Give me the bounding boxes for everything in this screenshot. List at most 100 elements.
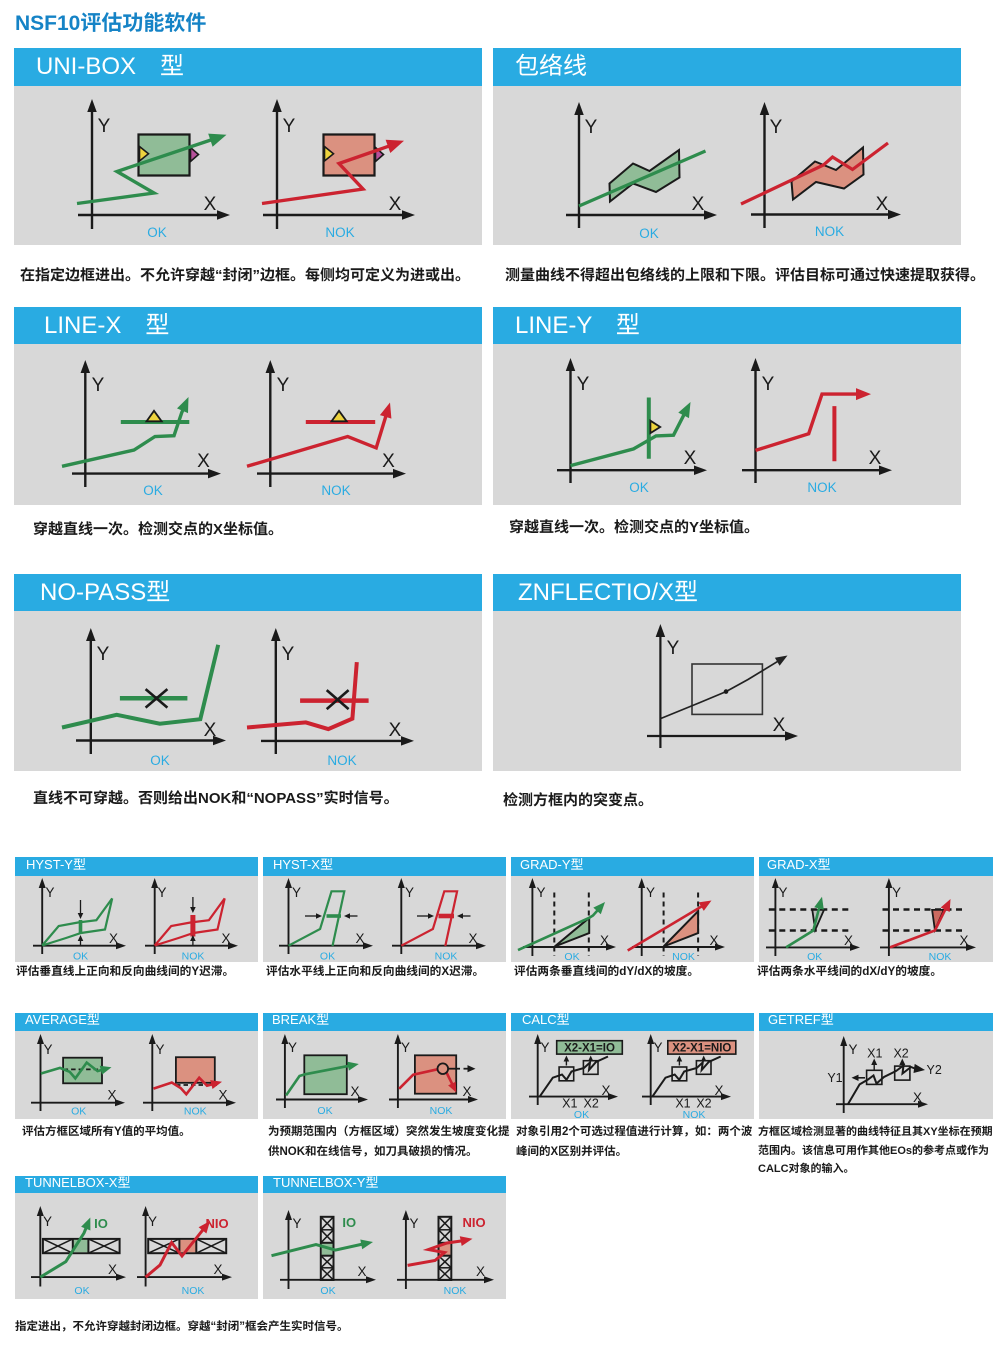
svg-text:NIO: NIO [205, 1216, 228, 1231]
svg-text:X: X [844, 933, 853, 948]
svg-text:NOK: NOK [430, 1105, 453, 1117]
svg-text:NIO: NIO [462, 1215, 485, 1230]
svg-text:X: X [355, 931, 364, 946]
svg-text:X: X [869, 448, 882, 469]
svg-text:IO: IO [342, 1215, 356, 1230]
svg-text:NOK: NOK [929, 951, 952, 963]
svg-text:Y: Y [770, 117, 783, 138]
svg-text:OK: OK [143, 483, 163, 498]
svg-text:Y: Y [283, 116, 296, 137]
svg-text:Y: Y [778, 885, 787, 900]
svg-text:X: X [218, 1087, 227, 1102]
svg-text:X: X [876, 194, 889, 215]
svg-text:NOK: NOK [184, 1106, 207, 1118]
svg-text:Y: Y [667, 638, 680, 659]
svg-text:NOK: NOK [672, 951, 695, 963]
svg-text:Y: Y [288, 1040, 297, 1055]
svg-text:OK: OK [73, 951, 88, 963]
svg-text:Y: Y [848, 1042, 857, 1057]
svg-text:Y: Y [43, 1214, 52, 1229]
svg-text:X: X [601, 1083, 610, 1098]
svg-text:OK: OK [71, 1106, 86, 1118]
svg-text:OK: OK [317, 1105, 332, 1117]
svg-text:X: X [389, 720, 402, 741]
svg-text:Y: Y [292, 1216, 301, 1231]
svg-text:X: X [109, 931, 118, 946]
svg-text:X: X [709, 933, 718, 948]
svg-text:OK: OK [574, 1109, 589, 1121]
svg-text:OK: OK [320, 1285, 335, 1297]
svg-text:Y: Y [157, 885, 166, 900]
svg-text:X: X [357, 1264, 366, 1279]
svg-text:X: X [600, 933, 609, 948]
svg-text:OK: OK [74, 1285, 89, 1297]
svg-text:X: X [108, 1262, 117, 1277]
svg-text:NOK: NOK [683, 1109, 706, 1121]
svg-text:X2: X2 [893, 1047, 908, 1061]
svg-text:Y: Y [98, 116, 111, 137]
svg-text:X2: X2 [696, 1097, 711, 1111]
svg-text:OK: OK [564, 951, 579, 963]
svg-text:Y: Y [292, 885, 301, 900]
svg-text:X: X [389, 194, 402, 215]
svg-text:X1: X1 [867, 1047, 882, 1061]
svg-text:X: X [204, 720, 217, 741]
svg-text:X: X [468, 931, 477, 946]
svg-text:Y1: Y1 [827, 1071, 842, 1085]
svg-text:Y: Y [401, 1040, 410, 1055]
svg-text:OK: OK [147, 225, 167, 240]
svg-text:Y: Y [536, 885, 545, 900]
svg-text:X: X [107, 1087, 116, 1102]
svg-text:X2-X1=NIO: X2-X1=NIO [672, 1043, 731, 1055]
svg-text:Y: Y [585, 117, 598, 138]
svg-text:X: X [959, 933, 968, 948]
svg-text:Y: Y [405, 885, 414, 900]
svg-text:Y: Y [92, 375, 105, 396]
svg-text:Y: Y [43, 1042, 52, 1057]
svg-text:Y: Y [282, 644, 295, 665]
svg-text:Y: Y [155, 1042, 164, 1057]
svg-text:NOK: NOK [435, 951, 458, 963]
svg-text:Y: Y [409, 1216, 418, 1231]
svg-text:X1: X1 [562, 1097, 577, 1111]
svg-text:IO: IO [94, 1216, 108, 1231]
svg-text:OK: OK [639, 226, 659, 241]
svg-text:NOK: NOK [444, 1285, 467, 1297]
svg-text:X: X [382, 451, 395, 472]
svg-text:OK: OK [807, 951, 822, 963]
svg-text:Y: Y [577, 374, 590, 395]
svg-text:Y: Y [540, 1040, 549, 1055]
svg-text:X: X [213, 1262, 222, 1277]
svg-text:OK: OK [629, 480, 649, 495]
svg-text:Y: Y [892, 885, 901, 900]
svg-text:X: X [350, 1084, 359, 1099]
svg-text:X: X [913, 1090, 922, 1105]
svg-text:Y: Y [277, 375, 290, 396]
svg-text:Y: Y [646, 885, 655, 900]
svg-text:NOK: NOK [807, 480, 836, 495]
svg-text:NOK: NOK [325, 225, 354, 240]
svg-text:X: X [462, 1084, 471, 1099]
svg-text:Y: Y [45, 885, 54, 900]
svg-text:NOK: NOK [321, 483, 350, 498]
svg-text:NOK: NOK [327, 753, 356, 768]
svg-text:X: X [773, 715, 786, 736]
svg-text:NOK: NOK [182, 951, 205, 963]
svg-text:NOK: NOK [182, 1285, 205, 1297]
svg-text:X: X [714, 1083, 723, 1098]
svg-text:X: X [221, 931, 230, 946]
svg-text:X: X [204, 194, 217, 215]
svg-text:X2: X2 [584, 1097, 599, 1111]
svg-text:X2-X1=IO: X2-X1=IO [564, 1043, 615, 1055]
svg-text:X: X [684, 448, 697, 469]
svg-text:Y: Y [653, 1040, 662, 1055]
svg-text:X1: X1 [675, 1097, 690, 1111]
svg-text:X: X [692, 194, 705, 215]
svg-text:Y: Y [762, 374, 775, 395]
svg-text:Y: Y [148, 1214, 157, 1229]
svg-text:OK: OK [150, 753, 170, 768]
svg-text:OK: OK [320, 951, 335, 963]
svg-text:X: X [476, 1264, 485, 1279]
svg-text:Y2: Y2 [927, 1063, 942, 1077]
svg-text:X: X [197, 451, 210, 472]
